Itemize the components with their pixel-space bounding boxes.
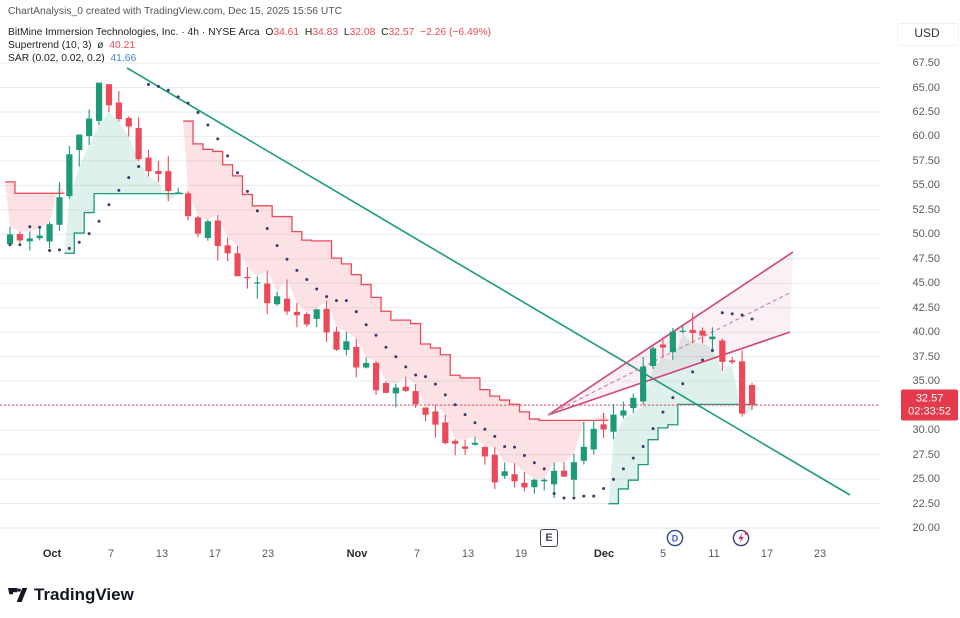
svg-text:D: D <box>672 534 679 544</box>
